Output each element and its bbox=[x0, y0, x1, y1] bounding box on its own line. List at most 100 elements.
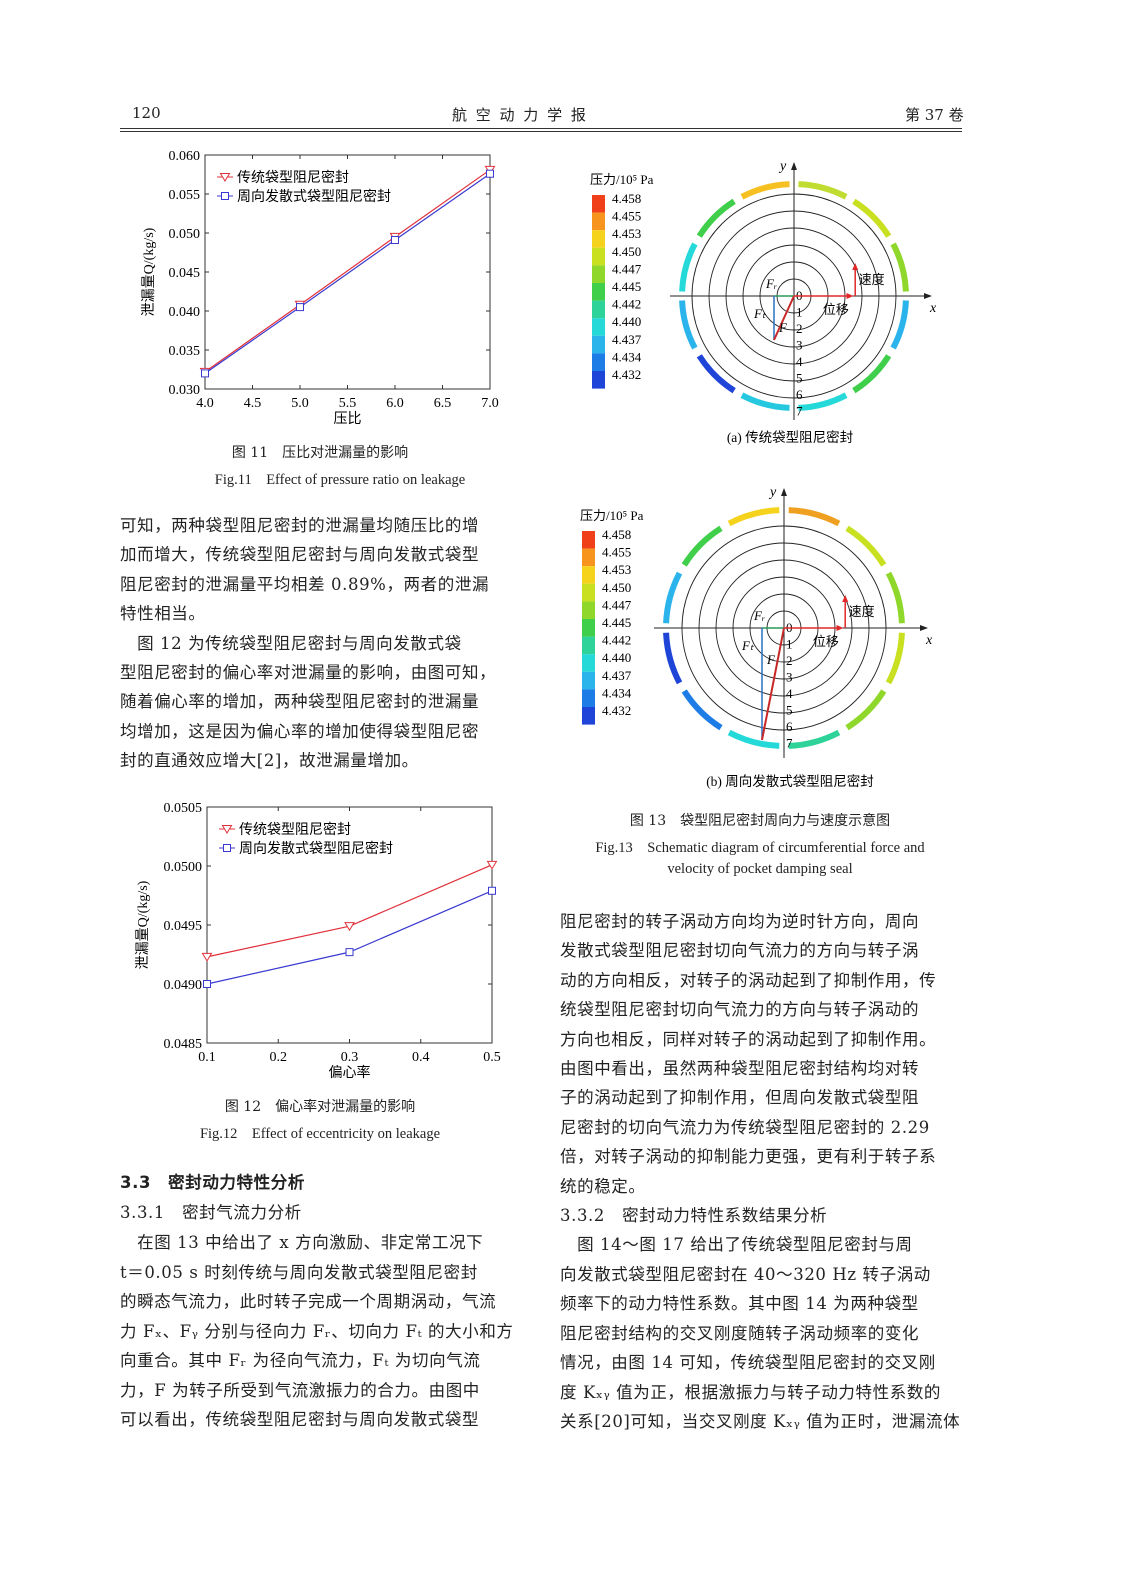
colorbar-label: 4.432 bbox=[602, 703, 631, 718]
data-point bbox=[345, 948, 354, 957]
paragraph-line: 方向也相反，同样对转子的涡动起到了抑制作用。 bbox=[560, 1029, 937, 1049]
pocket-pressure-arc bbox=[885, 571, 905, 624]
x-axis-label: x bbox=[929, 301, 937, 316]
colorbar-label: 4.450 bbox=[612, 244, 641, 259]
pocket-pressure-arc bbox=[885, 632, 905, 685]
ring-label: 7 bbox=[786, 735, 793, 750]
fig11-caption-cn: 图 11 压比对泄漏量的影响 bbox=[231, 445, 409, 461]
displacement-arrow-icon bbox=[846, 293, 854, 299]
y-tick-label: 0.0500 bbox=[164, 860, 203, 875]
subfigure-label: (a) 传统袋型阻尼密封 bbox=[727, 429, 853, 445]
x-tick-label: 0.4 bbox=[412, 1050, 430, 1065]
colorbar-label: 4.445 bbox=[602, 615, 631, 630]
paragraph-line: 向发散式袋型阻尼密封在 40～320 Hz 转子涡动 bbox=[560, 1264, 931, 1284]
ring-label: 4 bbox=[786, 686, 793, 701]
pocket-pressure-arc bbox=[663, 632, 683, 685]
y-axis-label: 泄漏量Q/(kg/s) bbox=[135, 880, 151, 969]
figure-13b-diagram: 压力/10⁵ Pa 4.458 4.455 4.453 4.450 4.447 4.445 4… bbox=[580, 485, 933, 789]
colorbar-swatch bbox=[592, 283, 605, 301]
paragraph-line: 由图中看出，虽然两种袋型阻尼密封结构均对转 bbox=[560, 1059, 920, 1078]
header-rule bbox=[120, 131, 962, 132]
fig13-caption-en-2: velocity of pocket damping seal bbox=[667, 861, 853, 877]
ring-label: 2 bbox=[786, 653, 793, 668]
ring-label: 1 bbox=[796, 304, 803, 319]
pocket-pressure-arc bbox=[740, 392, 790, 411]
velocity-arrow-icon bbox=[842, 595, 849, 602]
paragraph-line: 可知，两种袋型阻尼密封的泄漏量均随压比的增 bbox=[120, 516, 480, 535]
paragraph-line: 加而增大，传统袋型阻尼密封与周向发散式袋型 bbox=[120, 545, 480, 565]
pocket-pressure-arc bbox=[852, 198, 892, 238]
data-point bbox=[201, 369, 209, 378]
colorbar-label: 4.450 bbox=[602, 580, 631, 595]
colorbar-label: 4.442 bbox=[612, 297, 641, 312]
subfigure-label: (b) 周向发散式袋型阻尼密封 bbox=[706, 773, 874, 789]
ring-label: 4 bbox=[796, 354, 803, 369]
ring-label: 3 bbox=[786, 669, 793, 684]
legend-label: 周向发散式袋型阻尼密封 bbox=[237, 188, 391, 205]
colorbar-label: 4.453 bbox=[612, 226, 641, 241]
legend-marker bbox=[223, 844, 231, 852]
colorbar-label: 4.434 bbox=[612, 349, 642, 364]
paragraph-line: 的瞬态气流力，此时转子完成一个周期涡动，气流 bbox=[120, 1292, 497, 1311]
data-point bbox=[203, 980, 211, 988]
colorbar-label: 4.442 bbox=[602, 633, 631, 648]
colorbar-label: 4.437 bbox=[612, 332, 642, 347]
displacement-arrow-icon bbox=[836, 625, 844, 631]
colorbar-swatch bbox=[582, 689, 595, 707]
y-axis-label: y bbox=[768, 485, 777, 500]
colorbar-swatch bbox=[592, 371, 605, 389]
data-point bbox=[488, 886, 496, 895]
x-axis-arrow-icon bbox=[924, 293, 932, 299]
colorbar-swatch bbox=[582, 548, 595, 567]
subsection-heading: 3.3.1 密封气流力分析 bbox=[120, 1203, 302, 1222]
paragraph-line: 阻尼密封的泄漏量平均相差 0.89%，两者的泄漏 bbox=[120, 574, 490, 594]
pocket-pressure-arc bbox=[798, 181, 848, 200]
pocket-pressure-arc bbox=[681, 689, 723, 731]
y-tick-label: 0.0505 bbox=[164, 801, 203, 816]
Ft-label: Fₜ bbox=[741, 638, 755, 653]
colorbar-swatch bbox=[582, 531, 595, 549]
pocket-pressure-arc bbox=[681, 525, 723, 567]
paragraph-line: 阻尼密封结构的交叉刚度随转子涡动频率的变化 bbox=[560, 1323, 920, 1343]
pocket-pressure-arc bbox=[727, 729, 780, 749]
y-tick-label: 0.060 bbox=[169, 149, 201, 164]
x-tick-label: 6.0 bbox=[386, 396, 404, 411]
colorbar-swatch bbox=[582, 636, 595, 655]
paragraph-line: t＝0.05 s 时刻传统与周向发散式袋型阻尼密封 bbox=[120, 1262, 478, 1282]
y-axis-arrow-icon bbox=[791, 162, 797, 170]
y-tick-label: 0.040 bbox=[169, 305, 201, 320]
pocket-pressure-arc bbox=[890, 300, 909, 350]
x-tick-label: 0.3 bbox=[341, 1050, 359, 1065]
paragraph-line: 关系[20]可知，当交叉刚度 Kₓᵧ 值为正时，泄漏流体 bbox=[560, 1412, 961, 1431]
colorbar-swatch bbox=[582, 619, 595, 637]
figure-11-chart: 4.0 4.5 5.0 5.5 6.0 6.5 7.0 0.030 0.035 0.040 0.04… bbox=[141, 149, 499, 427]
paragraph-line: 度 Kₓᵧ 值为正，根据激振力与转子动力特性系数的 bbox=[560, 1382, 942, 1402]
colorbar-label: 4.455 bbox=[602, 545, 631, 560]
colorbar-swatch bbox=[592, 230, 605, 248]
y-axis-arrow-icon bbox=[781, 488, 787, 496]
ring-label: 7 bbox=[796, 403, 803, 418]
paragraph-line: 统袋型阻尼密封切向气流力的方向与转子涡动的 bbox=[560, 1000, 920, 1020]
Fr-label: Fᵣ bbox=[753, 608, 765, 623]
x-axis-arrow-icon bbox=[920, 625, 928, 631]
data-point bbox=[201, 952, 213, 962]
velocity-arrow-icon bbox=[852, 263, 859, 270]
colorbar-label: 4.458 bbox=[602, 527, 631, 542]
journal-title: 航 空 动 力 学 报 bbox=[452, 106, 588, 124]
figure-12-chart: 0.1 0.2 0.3 0.4 0.5 0.0485 0.0490 0.0495 0.0500 0… bbox=[135, 801, 501, 1081]
plot-area bbox=[204, 154, 491, 390]
colorbar-swatch bbox=[592, 353, 605, 371]
x-tick-label: 4.5 bbox=[244, 396, 262, 411]
paragraph-line: 动的方向相反，对转子的涡动起到了抑制作用，传 bbox=[560, 970, 937, 990]
y-tick-label: 0.030 bbox=[169, 383, 201, 398]
colorbar-swatch bbox=[582, 566, 595, 584]
legend-marker bbox=[221, 825, 233, 834]
fig12-caption-cn: 图 12 偏心率对泄漏量的影响 bbox=[224, 1099, 416, 1115]
x-axis-label: 偏心率 bbox=[329, 1064, 371, 1081]
colorbar-label: 4.440 bbox=[612, 314, 641, 329]
x-tick-label: 0.1 bbox=[198, 1050, 216, 1065]
colorbar-swatch bbox=[582, 671, 595, 690]
y-tick-label: 0.055 bbox=[169, 188, 201, 203]
page-number: 120 bbox=[132, 104, 161, 122]
ring-label: 6 bbox=[796, 387, 803, 402]
